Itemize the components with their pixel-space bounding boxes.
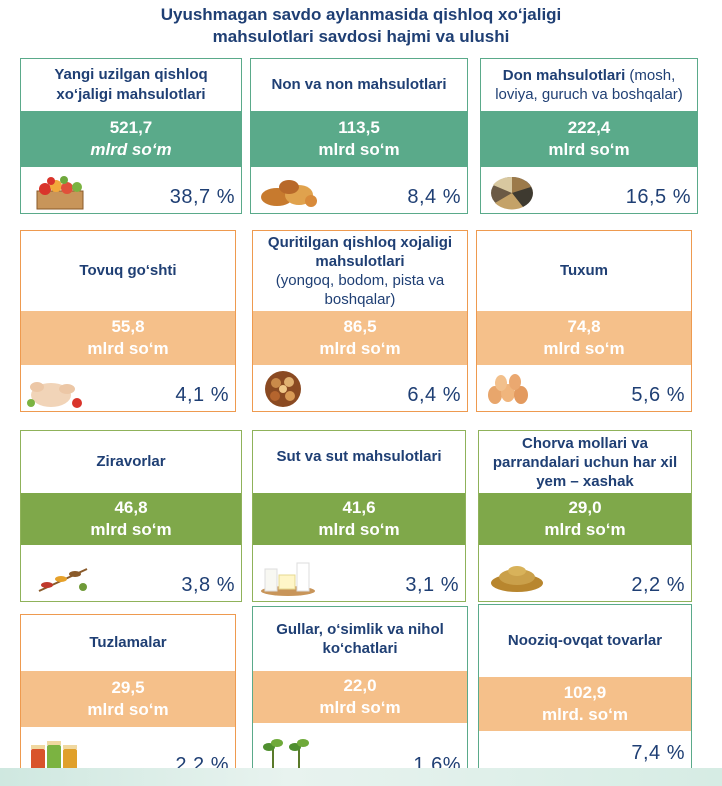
card-title: Non va non mahsulotlari (271, 76, 447, 93)
card-unit: mlrd. so‘m (542, 705, 628, 724)
card-percent: 8,4 % (407, 186, 461, 208)
card-label: Yangi uzilgan qishloq xo‘jaligi mahsulot… (21, 59, 241, 111)
card-unit: mlrd so‘m (544, 520, 626, 539)
card-value: 74,8 (567, 317, 601, 336)
card-percent: 3,1 % (405, 574, 459, 596)
card-title: Sut va sut mahsulotlari (276, 448, 442, 465)
card-value: 55,8 (111, 317, 145, 336)
value-band: 74,8 mlrd so‘m (477, 311, 691, 365)
card-value: 102,9 (563, 683, 607, 702)
card-bread: Non va non mahsulotlari 113,5 mlrd so‘m … (250, 58, 468, 214)
spices-icon (38, 568, 88, 592)
grain-bowl-icon (491, 176, 533, 210)
title-line-1: Uyushmagan savdo aylanmasida qishloq xo‘… (160, 5, 562, 24)
card-dried-products: Quritilgan qishloq xojaligi mahsulotlari… (252, 230, 468, 412)
card-value: 29,5 (111, 678, 145, 697)
card-label: Sut va sut mahsulotlari (253, 431, 465, 483)
card-label: Tuzlamalar (21, 615, 235, 671)
card-value: 222,4 (567, 118, 611, 137)
card-unit: mlrd so‘m (87, 339, 169, 358)
card-grains: Don mahsulotlari (mosh, loviya, guruch v… (480, 58, 698, 214)
eggs-icon (488, 374, 528, 404)
bread-icon (261, 180, 317, 207)
value-band: 113,5 mlrd so‘m (251, 111, 467, 167)
card-title: Yangi uzilgan qishloq xo‘jaligi mahsulot… (54, 66, 208, 103)
footer-decoration (0, 768, 722, 786)
card-title: Quritilgan qishloq xojaligi mahsulotlari (267, 234, 453, 270)
card-animal-feed: Chorva mollari va parrandalari uchun har… (478, 430, 692, 602)
dairy-icon (261, 562, 315, 596)
card-label: Quritilgan qishloq xojaligi mahsulotlari… (253, 231, 467, 311)
card-value: 521,7 (109, 118, 153, 137)
value-band: 46,8 mlrd so‘m (21, 493, 241, 545)
card-chicken: Tovuq go‘shti 55,8 mlrd so‘m 4,1 % (20, 230, 236, 412)
card-unit: mlrd so‘m (318, 140, 400, 159)
card-pickles: Tuzlamalar 29,5 mlrd so‘m 2,2 % (20, 614, 236, 782)
card-value: 22,0 (343, 676, 377, 695)
value-band: 86,5 mlrd so‘m (253, 311, 467, 365)
card-title: Tuzlamalar (89, 634, 167, 651)
card-label: Gullar, o‘simlik va nihol ko‘chatlari (253, 607, 467, 671)
card-unit: mlrd so‘m (543, 339, 625, 358)
card-percent: 2,2 % (631, 574, 685, 596)
dried-fruits-icon (265, 371, 301, 407)
card-percent: 16,5 % (625, 186, 691, 208)
card-unit: mlrd so‘m (87, 700, 169, 719)
card-title: Chorva mollari va parrandalari uchun har… (492, 434, 678, 490)
chicken-icon (27, 382, 82, 408)
value-band: 29,0 mlrd so‘m (479, 493, 691, 545)
card-label: Ziravorlar (21, 431, 241, 493)
value-band: 521,7 mlrd so‘m (21, 111, 241, 167)
card-unit: mlrd so‘m (548, 140, 630, 159)
card-unit: mlrd so‘m (90, 140, 172, 159)
card-title: Nooziq-ovqat tovarlar (507, 632, 663, 649)
card-title: Tuxum (559, 262, 609, 279)
value-band: 102,9 mlrd. so‘m (479, 677, 691, 731)
card-value: 46,8 (114, 498, 148, 517)
card-title: Don mahsulotlari (502, 67, 626, 84)
card-label: Don mahsulotlari (mosh, loviya, guruch v… (481, 59, 697, 111)
card-non-food: Nooziq-ovqat tovarlar 102,9 mlrd. so‘m 7… (478, 604, 692, 770)
page-title: Uyushmagan savdo aylanmasida qishloq xo‘… (0, 4, 722, 48)
title-line-2: mahsulotlari savdosi hajmi va ulushi (212, 27, 510, 46)
card-value: 86,5 (343, 317, 377, 336)
value-band: 29,5 mlrd so‘m (21, 671, 235, 727)
card-percent: 5,6 % (631, 384, 685, 406)
card-note: (yongoq, bodom, pista va boshqalar) (275, 272, 445, 308)
value-band: 55,8 mlrd so‘m (21, 311, 235, 365)
card-unit: mlrd so‘m (318, 520, 400, 539)
card-percent: 3,8 % (181, 574, 235, 596)
card-title: Gullar, o‘simlik va nihol ko‘chatlari (276, 621, 444, 657)
card-label: Nooziq-ovqat tovarlar (479, 605, 691, 677)
card-unit: mlrd so‘m (319, 339, 401, 358)
value-band: 41,6 mlrd so‘m (253, 493, 465, 545)
card-percent: 7,4 % (631, 742, 685, 764)
card-percent: 6,4 % (407, 384, 461, 406)
feed-grain-icon (491, 566, 543, 592)
card-label: Tuxum (477, 231, 691, 311)
vegetable-crate-icon (36, 176, 84, 210)
card-label: Tovuq go‘shti (21, 231, 235, 311)
card-title: Tovuq go‘shti (79, 262, 177, 279)
card-fresh-produce: Yangi uzilgan qishloq xo‘jaligi mahsulot… (20, 58, 242, 214)
card-percent: 4,1 % (175, 384, 229, 406)
card-flowers-seedlings: Gullar, o‘simlik va nihol ko‘chatlari 22… (252, 606, 468, 782)
card-unit: mlrd so‘m (90, 520, 172, 539)
card-spices: Ziravorlar 46,8 mlrd so‘m 3,8 % (20, 430, 242, 602)
card-value: 41,6 (342, 498, 376, 517)
card-value: 113,5 (338, 118, 380, 137)
card-eggs: Tuxum 74,8 mlrd so‘m 5,6 % (476, 230, 692, 412)
card-dairy: Sut va sut mahsulotlari 41,6 mlrd so‘m 3… (252, 430, 466, 602)
card-note: (mosh, loviya, guruch va boshqalar) (495, 67, 683, 103)
card-label: Non va non mahsulotlari (251, 59, 467, 111)
value-band: 22,0 mlrd so‘m (253, 671, 467, 723)
card-percent: 38,7 % (169, 186, 235, 208)
value-band: 222,4 mlrd so‘m (481, 111, 697, 167)
card-value: 29,0 (568, 498, 602, 517)
card-unit: mlrd so‘m (319, 698, 401, 717)
card-title: Ziravorlar (96, 453, 166, 470)
card-label: Chorva mollari va parrandalari uchun har… (479, 431, 691, 493)
